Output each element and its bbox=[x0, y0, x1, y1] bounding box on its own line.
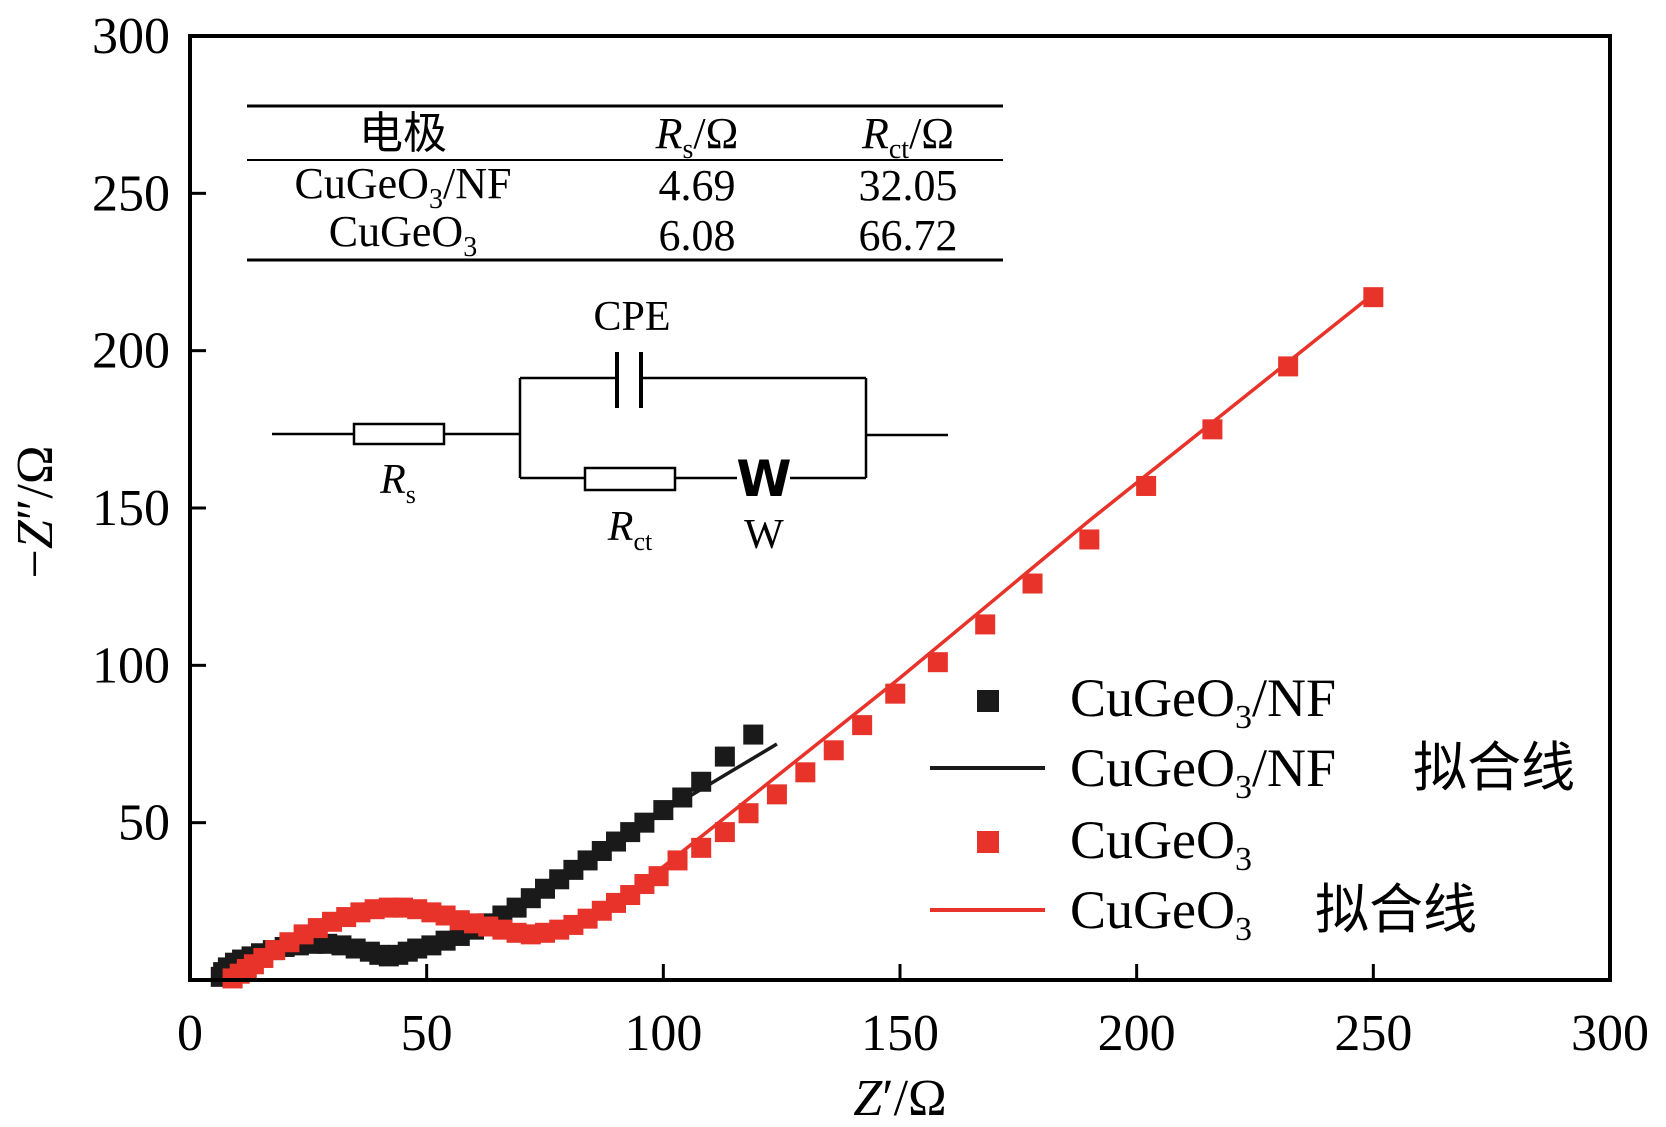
table-header-electrode: 电极 bbox=[359, 109, 447, 158]
series-layer bbox=[210, 287, 1384, 989]
x-axis-title: Z′/Ω bbox=[853, 1070, 946, 1127]
series-line bbox=[231, 292, 1375, 982]
legend-label-cugeo3-fit-suffix: 拟合线 bbox=[1315, 880, 1477, 940]
data-point bbox=[1079, 529, 1100, 550]
data-point bbox=[975, 614, 996, 635]
series-2 bbox=[222, 287, 1384, 989]
y-tick-label: 250 bbox=[92, 165, 170, 222]
resistor-rs bbox=[352, 422, 446, 446]
data-point bbox=[691, 837, 712, 858]
x-tick-label: 150 bbox=[861, 1005, 939, 1062]
data-point bbox=[1022, 573, 1043, 594]
inset-table: 电极 Rs/Ω Rct/Ω CuGeO3/NF 4.69 32.05 CuGeO… bbox=[247, 104, 1003, 263]
data-point bbox=[738, 803, 759, 824]
legend-marker-cugeo3 bbox=[977, 831, 999, 853]
data-point bbox=[714, 746, 735, 767]
data-point bbox=[743, 724, 764, 745]
table-header-rct: Rct/Ω bbox=[861, 109, 954, 165]
warburg-label: W bbox=[744, 512, 784, 558]
legend: CuGeO3/NF CuGeO3/NF 拟合线 CuGeO3 CuGeO3 拟合… bbox=[930, 668, 1575, 948]
y-tick-label: 150 bbox=[92, 480, 170, 537]
data-point bbox=[795, 762, 816, 783]
table-row-1-rs: 4.69 bbox=[659, 161, 736, 210]
table-row-2-rct: 66.72 bbox=[859, 211, 958, 260]
resistor-rct bbox=[583, 466, 677, 492]
table-row-2-name: CuGeO3 bbox=[329, 207, 477, 263]
x-tick-label: 200 bbox=[1098, 1005, 1176, 1062]
ticks-layer: 0 50 100 150 200 250 300 50 100 150 200 250 300 bbox=[92, 8, 1649, 1062]
data-point bbox=[823, 740, 844, 761]
data-point bbox=[648, 866, 669, 887]
data-point bbox=[852, 715, 873, 736]
data-point bbox=[766, 784, 787, 805]
data-point bbox=[927, 652, 948, 673]
data-point bbox=[1278, 356, 1299, 377]
x-tick-label: 250 bbox=[1334, 1005, 1412, 1062]
legend-label-cugeo3-fit: CuGeO3 bbox=[1070, 880, 1252, 948]
y-tick-label: 200 bbox=[92, 323, 170, 380]
x-tick-label: 100 bbox=[624, 1005, 702, 1062]
legend-label-cugeo3-nf: CuGeO3/NF bbox=[1070, 668, 1336, 736]
data-point bbox=[1363, 287, 1384, 308]
x-tick-label: 300 bbox=[1571, 1005, 1649, 1062]
circuit-rs-label: Rs bbox=[379, 457, 416, 509]
table-row-2-rs: 6.08 bbox=[659, 211, 736, 260]
warburg-symbol: W bbox=[736, 450, 791, 508]
y-axis-title: −Z″/Ω bbox=[7, 445, 64, 578]
table-row-1-rct: 32.05 bbox=[859, 161, 958, 210]
y-tick-label: 300 bbox=[92, 8, 170, 65]
legend-label-cugeo3-nf-fit: CuGeO3/NF bbox=[1070, 738, 1336, 806]
circuit-rct-label: Rct bbox=[607, 504, 653, 556]
y-tick-label: 50 bbox=[118, 795, 170, 852]
table-row-1-name: CuGeO3/NF bbox=[295, 159, 512, 215]
y-tick-label: 100 bbox=[92, 637, 170, 694]
legend-label-cugeo3-nf-fit-suffix: 拟合线 bbox=[1413, 738, 1575, 798]
x-tick-label: 0 bbox=[177, 1005, 203, 1062]
table-header-rs: Rs/Ω bbox=[655, 109, 739, 165]
circuit-cpe-label: CPE bbox=[593, 294, 670, 340]
legend-label-cugeo3: CuGeO3 bbox=[1070, 810, 1252, 878]
legend-marker-cugeo3-nf bbox=[977, 690, 999, 712]
data-point bbox=[667, 850, 688, 871]
equivalent-circuit bbox=[272, 352, 948, 492]
data-point bbox=[714, 822, 735, 843]
x-tick-label: 50 bbox=[401, 1005, 453, 1062]
series-3 bbox=[231, 292, 1375, 982]
data-point bbox=[885, 683, 906, 704]
